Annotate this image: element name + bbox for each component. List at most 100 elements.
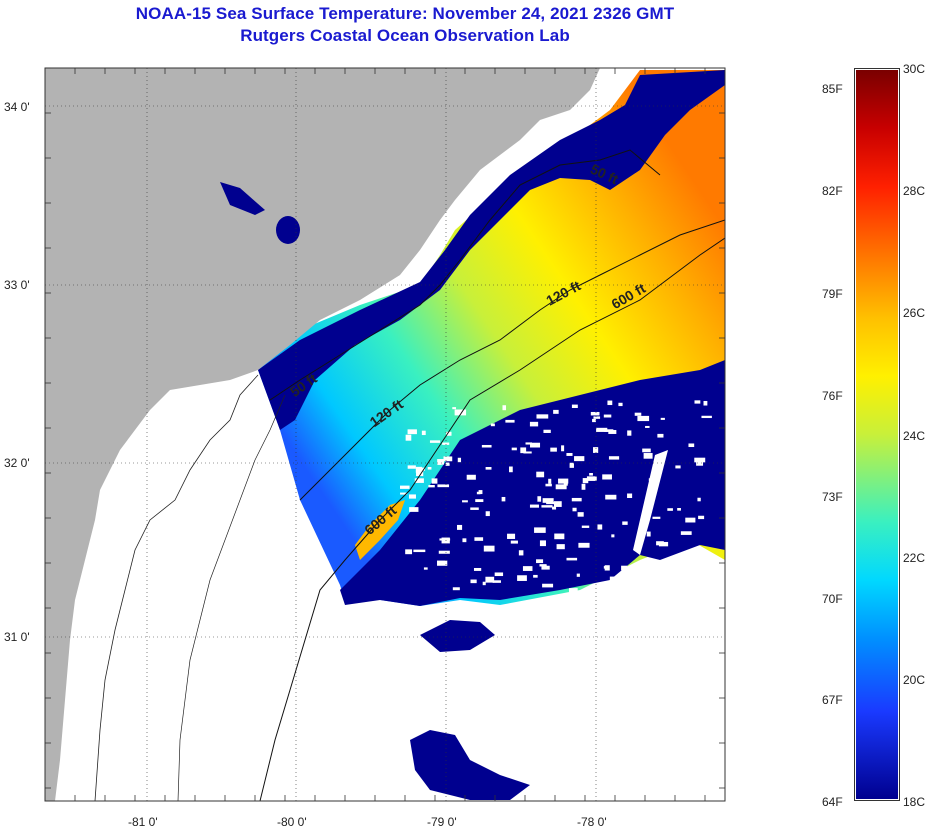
cloud-speckle [423, 567, 428, 570]
cloud-speckle [546, 501, 556, 505]
cloud-speckle [566, 453, 573, 456]
cloud-speckle [552, 506, 557, 510]
colorbar-gradient [856, 70, 898, 799]
cloud-speckle [582, 478, 589, 484]
cloud-speckle [536, 471, 545, 478]
coastline-inner [177, 394, 286, 801]
cloud-speckle [507, 533, 516, 539]
cloud-speckle [443, 456, 453, 462]
cloud-speckle [485, 467, 492, 470]
cloud-speckle [608, 456, 620, 460]
cloud-speckle [483, 545, 495, 552]
cloud-speckle [421, 430, 426, 436]
cloud-speckle [631, 565, 641, 568]
cloud-speckle [555, 484, 567, 490]
cloud-speckle [501, 496, 506, 502]
colorbar-c-label: 22C [903, 551, 926, 565]
cloud-speckle [593, 447, 599, 453]
cloud-speckle [408, 494, 416, 499]
graticule [45, 68, 725, 801]
cloud-speckle [571, 497, 582, 502]
land-area [45, 68, 600, 801]
cloud-speckle [658, 541, 669, 547]
cloud-speckle [518, 550, 524, 556]
cloud-speckle [702, 586, 709, 590]
cloud-speckle [589, 473, 593, 476]
cloud-speckle [667, 508, 673, 511]
cloud-speckle [569, 462, 574, 468]
lat-label: 31 0' [4, 630, 30, 644]
cloud-speckle [696, 461, 704, 466]
cloud-speckle [454, 409, 467, 416]
cloud-speckle [581, 525, 590, 528]
cloud-speckle [438, 550, 450, 554]
cloud-speckle [485, 511, 490, 517]
cloud-speckle [511, 447, 517, 451]
map-title: NOAA-15 Sea Surface Temperature: Novembe… [135, 4, 675, 23]
cloud-speckle [694, 400, 701, 404]
cloud-speckle [462, 538, 467, 543]
cloud-speckle [680, 531, 692, 535]
cloud-speckle [566, 557, 578, 561]
cloud-speckle [490, 423, 495, 427]
cloud-speckle [517, 575, 527, 581]
cloud-speckle [642, 448, 651, 453]
colorbar-f-label: 64F [822, 795, 843, 809]
cloud-speckle [437, 484, 450, 488]
cloud-speckle [445, 462, 450, 466]
cloud-speckle [510, 540, 518, 544]
cloud-speckle [605, 494, 617, 500]
cloud-speckle [645, 425, 650, 428]
cloud-speckle [494, 572, 504, 577]
cloud-speckle [550, 447, 557, 452]
cloud-speckle [419, 467, 425, 471]
cloud-speckle [509, 466, 513, 473]
cloud-speckle [660, 417, 665, 420]
cloud-speckle [536, 414, 549, 419]
cloud-speckle [481, 444, 492, 448]
cloud-speckle [637, 415, 650, 422]
cloud-speckle [553, 409, 559, 414]
cloud-speckle [545, 483, 552, 487]
axis-ticks [44, 67, 725, 801]
cloud-speckle [593, 416, 601, 419]
isobath-600ft [259, 237, 725, 801]
cloud-speckle [608, 430, 617, 434]
inland-water [220, 182, 265, 215]
cloud-speckle [703, 400, 708, 406]
cloud-speckle [553, 501, 562, 507]
colorbar-f-label: 73F [822, 490, 843, 504]
cloud-speckle [405, 549, 413, 555]
cloud-speckle [687, 563, 698, 569]
cloud-speckle [646, 531, 651, 537]
cloud-speckle [581, 483, 586, 490]
cloud-speckle [530, 442, 541, 448]
cloud-speckle [554, 533, 565, 540]
cloud-speckle [643, 453, 653, 459]
cloud-speckle [604, 429, 614, 432]
cloud-cover [400, 400, 712, 595]
cloud-speckle [462, 500, 468, 503]
cloud-speckle [574, 456, 585, 462]
cloud-speckle [533, 574, 538, 578]
isobath-50ft [269, 149, 661, 401]
cloud-speckle [556, 544, 565, 550]
cloud-speckle [607, 400, 613, 406]
cloud-speckle [572, 507, 577, 512]
cloud-speckle [627, 430, 632, 436]
cloud-speckle [592, 418, 596, 423]
cloud-speckle [596, 427, 608, 432]
cloud-speckle [522, 566, 533, 571]
cloud-speckle [446, 431, 452, 436]
cloud-speckle [609, 576, 615, 582]
cloud-speckle [541, 505, 553, 508]
offshore-cold-patch [410, 730, 530, 800]
colorbar-c-label: 24C [903, 429, 926, 443]
cloud-speckle [536, 559, 544, 564]
cloud-speckle [416, 470, 424, 477]
cloud-speckle [603, 414, 612, 418]
cloud-speckle [597, 524, 603, 530]
coastline [94, 374, 259, 801]
colorbar-f-label: 82F [822, 184, 843, 198]
